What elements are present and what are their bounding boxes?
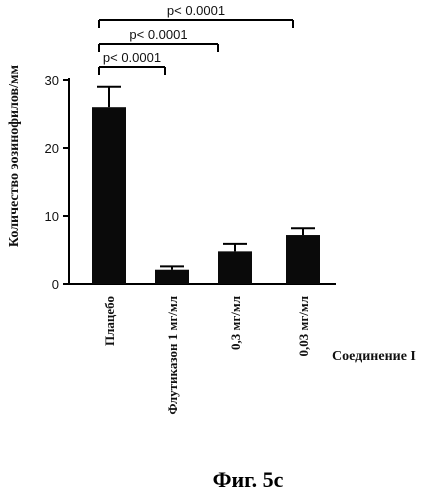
y-tick-label: 10 bbox=[45, 209, 59, 224]
category-label: Плацебо bbox=[102, 296, 117, 346]
compound-group-label: Соединение I bbox=[332, 349, 416, 364]
error-bars bbox=[97, 87, 315, 270]
bar bbox=[286, 235, 320, 284]
p-value-label: p< 0.0001 bbox=[129, 27, 187, 42]
p-value-label: p< 0.0001 bbox=[103, 50, 161, 65]
bar bbox=[155, 270, 189, 284]
bar bbox=[92, 107, 126, 284]
y-tick-label: 0 bbox=[52, 277, 59, 292]
category-label: Флутиказон 1 мг/мл bbox=[165, 296, 180, 415]
category-labels: Плацебо Флутиказон 1 мг/мл 0,3 мг/мл 0,03 м… bbox=[102, 296, 311, 415]
p-value-label: p< 0.0001 bbox=[167, 3, 225, 18]
bar bbox=[218, 251, 252, 284]
y-ticks: 0 10 20 30 bbox=[45, 73, 69, 292]
y-tick-label: 20 bbox=[45, 141, 59, 156]
category-label: 0,03 мг/мл bbox=[296, 296, 311, 357]
y-tick-label: 30 bbox=[45, 73, 59, 88]
significance-brackets: p< 0.0001 p< 0.0001 p< 0.0001 bbox=[99, 3, 293, 75]
figure-caption: Фиг. 5c bbox=[213, 467, 284, 492]
bars bbox=[92, 107, 320, 284]
category-label: 0,3 мг/мл bbox=[228, 296, 243, 350]
y-axis-label: Количество эозинофилов/мм bbox=[7, 64, 22, 247]
